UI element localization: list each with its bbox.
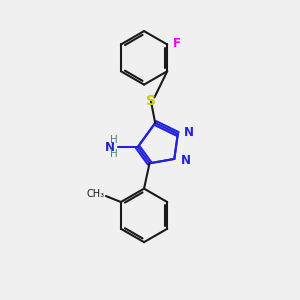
Text: H: H	[110, 149, 118, 160]
Text: N: N	[104, 140, 115, 154]
Text: CH₃: CH₃	[86, 189, 104, 199]
Text: S: S	[146, 94, 156, 108]
Text: N: N	[184, 126, 194, 139]
Text: F: F	[173, 37, 181, 50]
Text: H: H	[110, 135, 118, 145]
Text: N: N	[181, 154, 191, 167]
